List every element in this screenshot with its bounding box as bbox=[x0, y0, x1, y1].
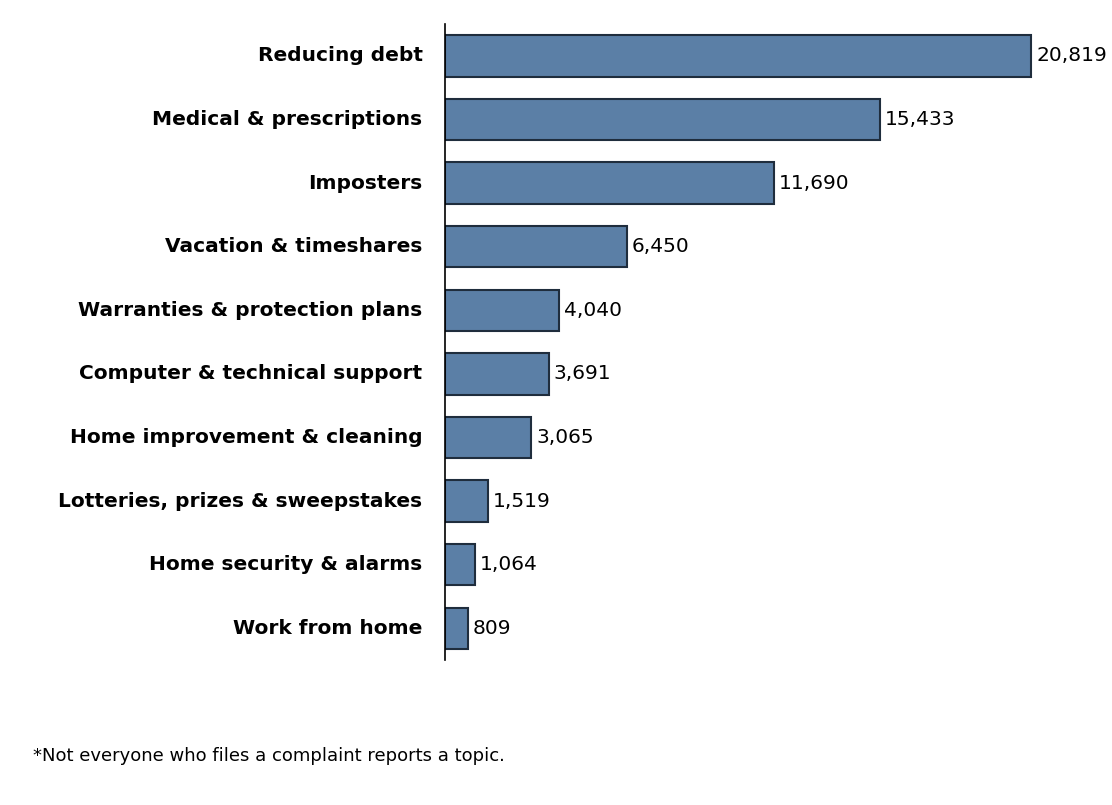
Text: Imposters: Imposters bbox=[308, 174, 423, 192]
Text: Vacation & timeshares: Vacation & timeshares bbox=[166, 237, 423, 256]
Text: 4,040: 4,040 bbox=[564, 301, 622, 320]
Text: 15,433: 15,433 bbox=[885, 110, 955, 129]
Bar bbox=[445, 226, 626, 267]
Text: Work from home: Work from home bbox=[234, 619, 423, 638]
Text: 3,065: 3,065 bbox=[536, 428, 594, 447]
Text: Warranties & protection plans: Warranties & protection plans bbox=[78, 301, 423, 320]
Text: 20,819: 20,819 bbox=[1036, 47, 1108, 65]
Text: Home improvement & cleaning: Home improvement & cleaning bbox=[70, 428, 423, 447]
Bar bbox=[445, 35, 1031, 76]
Text: 809: 809 bbox=[473, 619, 512, 638]
Text: Home security & alarms: Home security & alarms bbox=[149, 555, 423, 574]
Bar bbox=[445, 481, 487, 522]
Bar bbox=[445, 99, 880, 140]
Text: Lotteries, prizes & sweepstakes: Lotteries, prizes & sweepstakes bbox=[59, 492, 423, 510]
Bar bbox=[445, 163, 774, 204]
Text: *Not everyone who files a complaint reports a topic.: *Not everyone who files a complaint repo… bbox=[33, 747, 505, 765]
Text: 6,450: 6,450 bbox=[632, 237, 689, 256]
Text: Reducing debt: Reducing debt bbox=[258, 47, 423, 65]
Bar bbox=[445, 608, 467, 649]
Bar bbox=[445, 544, 475, 585]
Text: 3,691: 3,691 bbox=[554, 365, 612, 383]
Text: Computer & technical support: Computer & technical support bbox=[79, 365, 423, 383]
Text: 1,519: 1,519 bbox=[493, 492, 550, 510]
Bar bbox=[445, 290, 558, 331]
Text: 1,064: 1,064 bbox=[480, 555, 538, 574]
Bar bbox=[445, 417, 532, 458]
Text: 11,690: 11,690 bbox=[780, 174, 850, 192]
Bar bbox=[445, 353, 549, 394]
Text: Medical & prescriptions: Medical & prescriptions bbox=[152, 110, 423, 129]
